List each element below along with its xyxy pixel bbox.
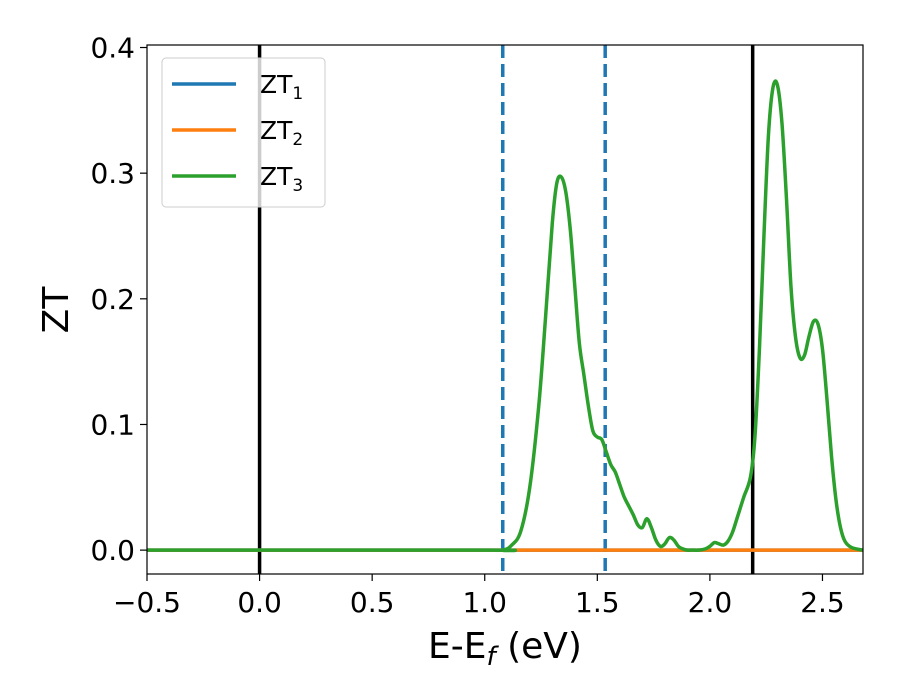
x-tick-label: 2.5 [800,586,845,619]
reference-lines [257,45,755,574]
y-tick-label: 0.0 [90,534,135,567]
x-axis-label: E-Ef (eV) [428,626,582,672]
y-tick-label: 0.2 [90,283,135,316]
y-axis-label: ZT [36,286,77,334]
legend-label-zt1: ZT1 [260,70,303,104]
y-tick-label: 0.1 [90,408,135,441]
y-tick-label: 0.4 [90,32,135,65]
x-tick-label: 1.5 [575,586,620,619]
legend: ZT1 ZT2 ZT3 [161,57,326,208]
legend-label-zt3: ZT3 [260,162,303,196]
x-tick-label: −0.5 [113,586,181,619]
x-tick-label: 1.0 [462,586,507,619]
y-axis-ticks: 0.0 0.1 0.2 0.3 0.4 [90,32,147,567]
plot-area-frame [146,44,864,575]
x-tick-label: 2.0 [688,586,733,619]
legend-box [161,57,326,208]
series-layer [147,79,863,553]
y-tick-label: 0.3 [90,157,135,190]
series-line-zt3 [147,79,863,553]
legend-label-zt2: ZT2 [260,116,303,150]
x-tick-label: 0.5 [350,586,395,619]
x-axis-ticks: −0.5 0.0 0.5 1.0 1.5 2.0 2.5 [113,574,845,619]
x-tick-label: 0.0 [237,586,282,619]
